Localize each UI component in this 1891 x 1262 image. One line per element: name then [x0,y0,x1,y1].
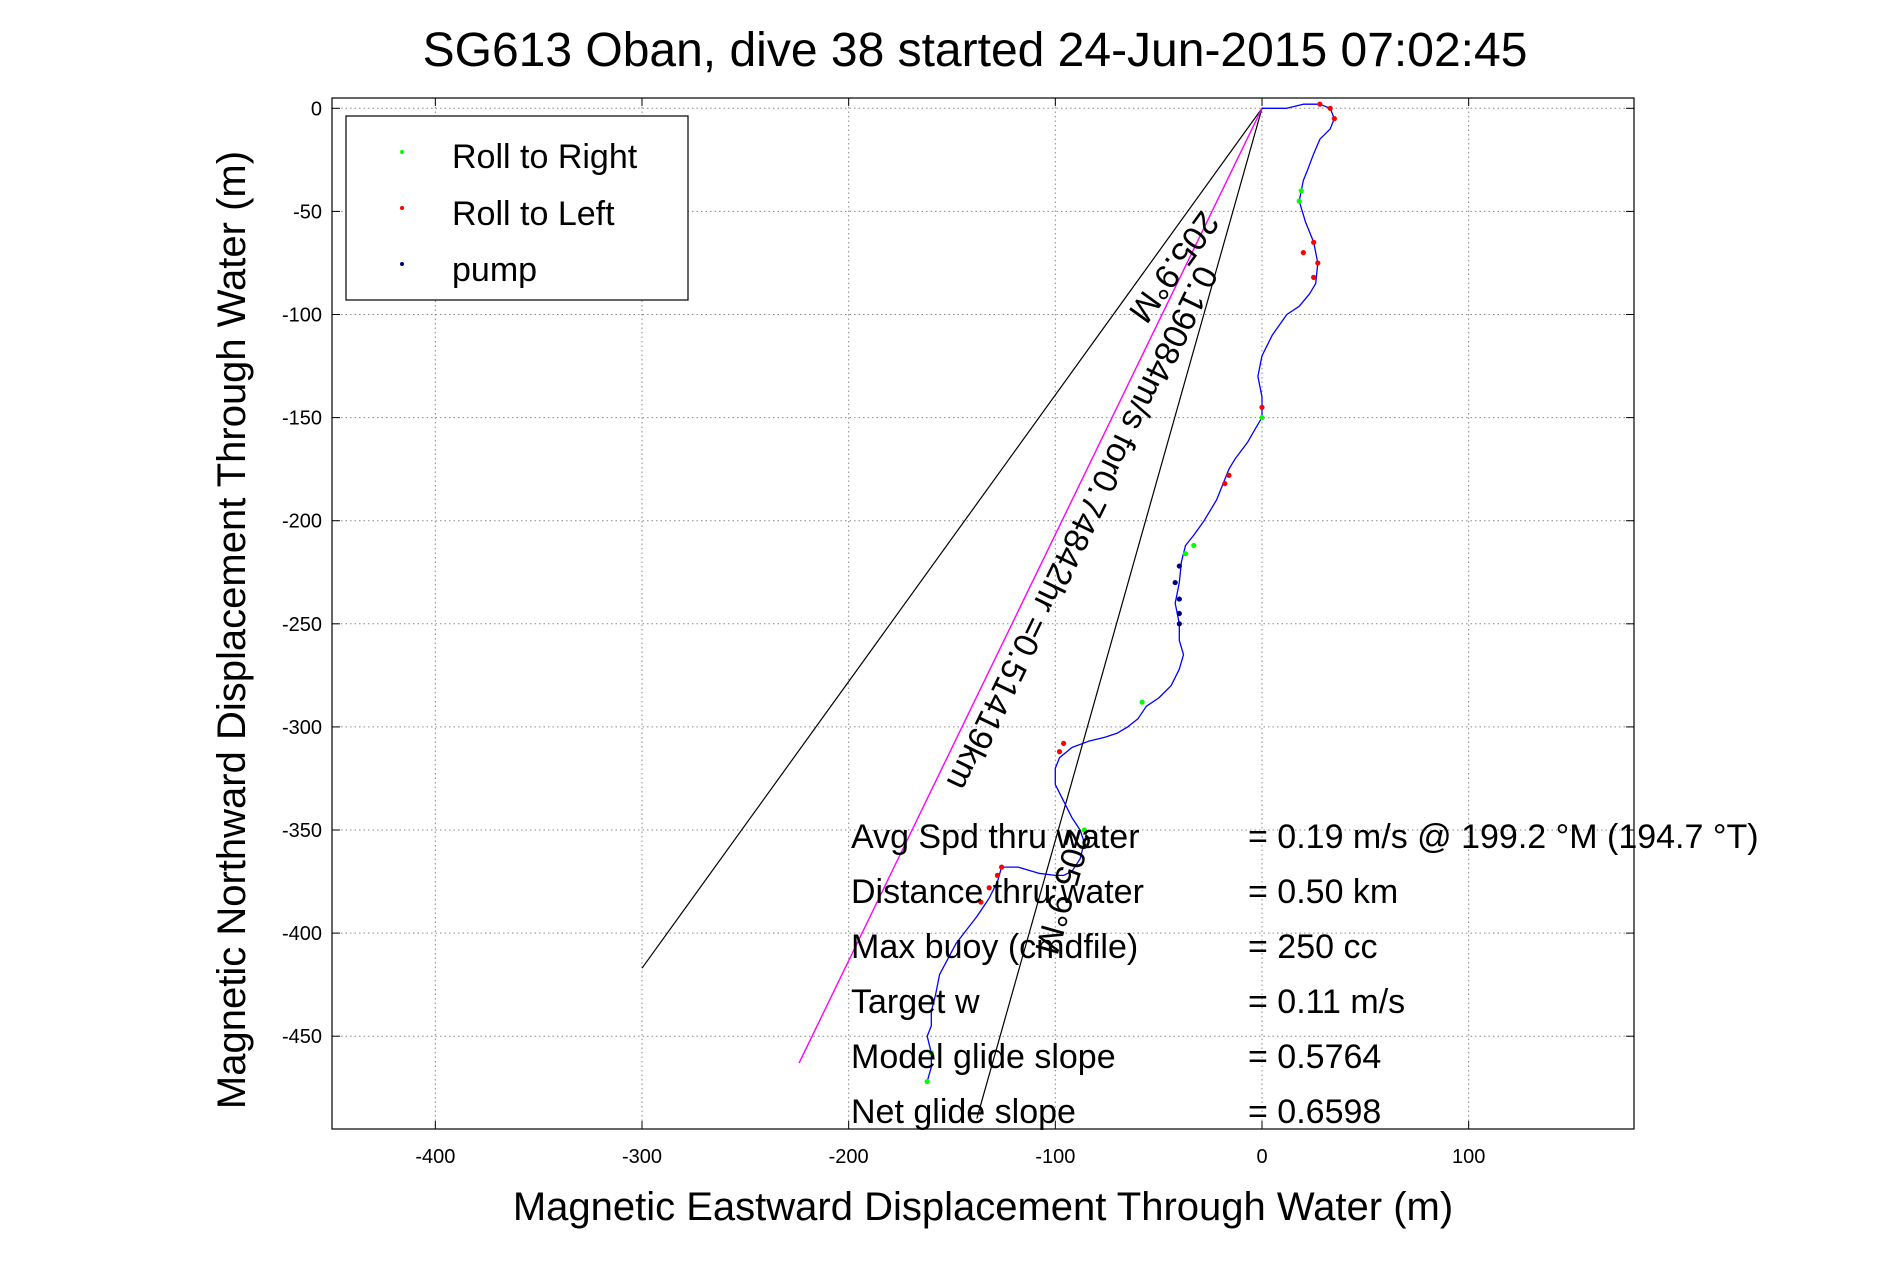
y-tick-label: -100 [282,305,322,327]
roll-to-left-point [1226,472,1232,478]
y-tick-label: -450 [282,1026,322,1048]
x-tick-label: -200 [829,1146,869,1168]
roll-to-left-point [1061,740,1067,747]
y-tick-label: -400 [282,923,322,945]
stat-label-distance: Distance thru water [851,873,1144,911]
pump-point [1176,610,1182,617]
pump-point [1176,596,1182,602]
pump-point [1176,563,1182,569]
roll-to-right-point [924,1078,930,1085]
roll-to-left-point [1259,404,1265,410]
roll-to-right-point [928,1050,934,1056]
roll-to-right-point [1259,415,1265,421]
stat-value-net-glide: = 0.6598 [1248,1093,1381,1131]
stat-value-distance: = 0.50 km [1248,873,1398,911]
roll-to-right-point [1081,827,1087,833]
roll-to-right-point [1296,198,1302,204]
legend-marker-roll-left [400,206,404,210]
roll-to-right-point [1139,699,1145,705]
stat-value-avg-speed: = 0.19 m/s @ 199.2 °M (194.7 °T) [1248,818,1759,856]
roll-to-left-point [994,872,1001,878]
roll-to-right-point [1191,542,1197,549]
roll-to-left-point [1222,480,1228,487]
plot-frame [331,97,1635,1130]
roll-to-left-point [978,899,984,905]
y-tick-label: -300 [282,717,322,739]
roll-to-left-point [1056,749,1063,755]
y-axis-label: Magnetic Northward Displacement Through … [210,151,254,1109]
roll-to-left-point [1331,116,1337,122]
x-tick-label: -100 [1035,1146,1075,1168]
pump-point [1172,579,1178,586]
x-tick-label: -400 [415,1146,455,1168]
stat-value-max-buoy: = 250 cc [1248,928,1377,966]
bearing-line [976,108,1263,1119]
y-tick-label: 0 [311,98,322,120]
y-tick-label: -150 [282,408,322,430]
x-axis-label: Magnetic Eastward Displacement Through W… [513,1185,1453,1229]
x-tick-label: 100 [1452,1146,1485,1168]
stat-label-net-glide: Net glide slope [851,1093,1076,1131]
legend: Roll to Right Roll to Left pump [345,115,689,301]
y-tick-label: -350 [282,820,322,842]
legend-label-roll-left: Roll to Left [452,195,615,233]
roll-to-left-point [1317,101,1323,107]
stat-value-model-glide: = 0.5764 [1248,1038,1381,1076]
legend-marker-roll-right [400,150,404,154]
average-vector-line [798,108,1263,1064]
bearing-line [641,107,1263,969]
y-tick-label: -250 [282,614,322,636]
y-tick-label: -200 [282,511,322,533]
y-tick-label: -50 [293,201,322,223]
legend-marker-pump [400,262,404,266]
stat-label-max-buoy: Max buoy (cmdfile) [851,928,1138,966]
x-axis-ticks: -400 -300 -200 -100 0 100 [415,98,1485,1168]
legend-label-roll-right: Roll to Right [452,138,638,176]
roll-to-left-point [1300,250,1306,256]
roll-to-right-point [1182,551,1189,557]
y-axis-ticks: 0 -50 -100 -150 -200 -250 -300 -350 -400 -450 [282,98,1634,1048]
roll-to-left-point [1315,260,1321,266]
legend-label-pump: pump [452,251,537,289]
stat-label-avg-speed: Avg Spd thru water [851,818,1140,856]
stats-annotation: Avg Spd thru water = 0.19 m/s @ 199.2 °M… [851,818,1759,1131]
roll-to-right-point [1298,188,1304,194]
chart-title: SG613 Oban, dive 38 started 24-Jun-2015 … [423,24,1528,77]
stat-value-target-w: = 0.11 m/s [1248,983,1405,1021]
roll-to-left-point [1311,274,1317,280]
roll-to-left-point [1327,105,1333,111]
x-tick-label: -300 [622,1146,662,1168]
stat-label-target-w: Target w [851,983,980,1021]
roll-to-left-point [999,864,1005,870]
x-tick-label: 0 [1256,1146,1267,1168]
roll-to-left-point [986,885,992,891]
roll-to-left-point [1311,239,1317,245]
pump-point [1176,621,1182,627]
stat-label-model-glide: Model glide slope [851,1038,1116,1076]
